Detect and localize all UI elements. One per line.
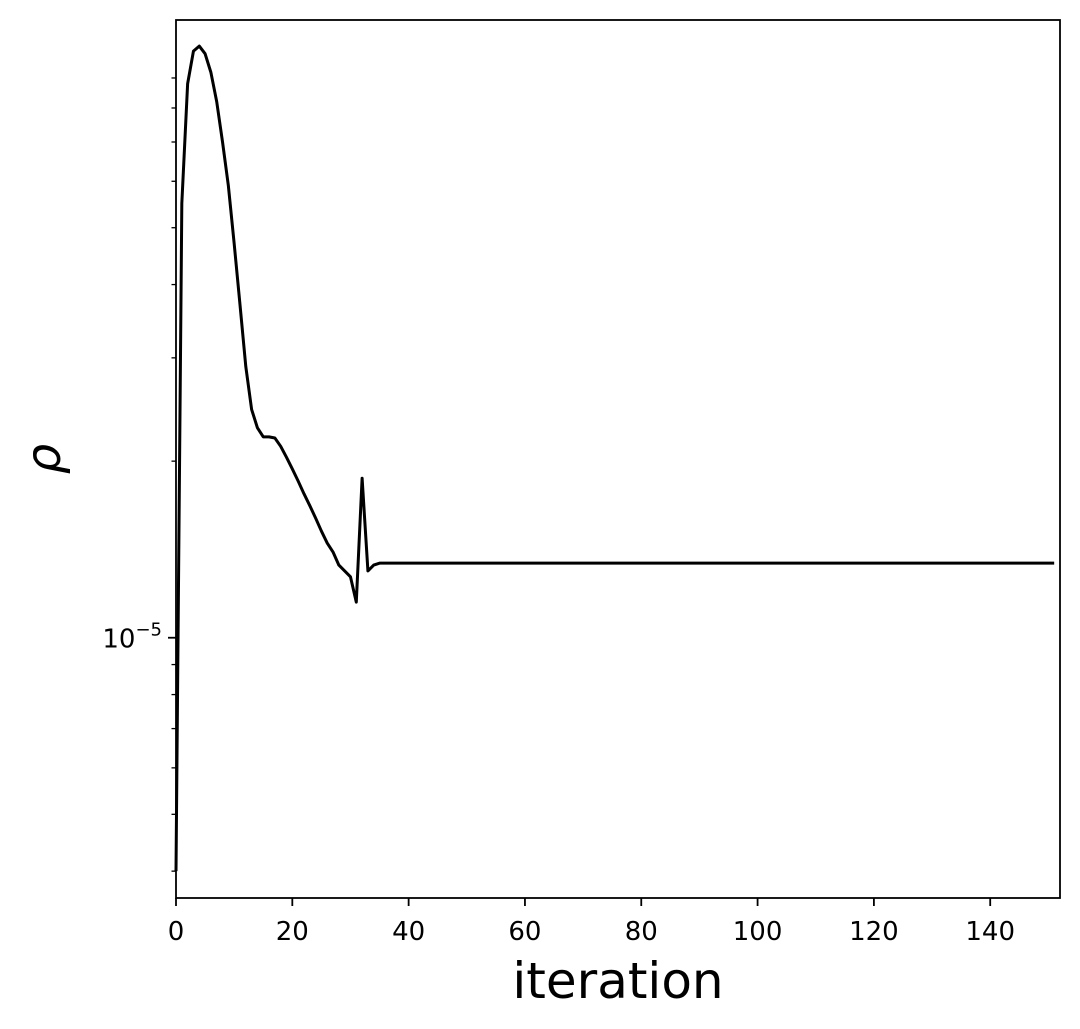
- series-line: [174, 44, 1055, 872]
- x-tick-label: 80: [625, 917, 658, 947]
- x-tick-label: 20: [276, 917, 309, 947]
- y-axis-ticks: 10−5: [102, 77, 176, 872]
- x-tick-label: 0: [168, 917, 185, 947]
- y-tick-label: 10−5: [102, 620, 162, 655]
- x-tick-label: 140: [965, 917, 1015, 947]
- x-axis-label: iteration: [512, 952, 723, 1010]
- x-tick-label: 40: [392, 917, 425, 947]
- y-axis-label: ρ: [16, 444, 72, 474]
- plot-frame: [175, 19, 1061, 899]
- x-tick-label: 120: [849, 917, 899, 947]
- x-tick-label: 100: [733, 917, 783, 947]
- x-axis-ticks: 0 20 40 60 80 100 120 140: [168, 898, 1015, 947]
- x-tick-label: 60: [508, 917, 541, 947]
